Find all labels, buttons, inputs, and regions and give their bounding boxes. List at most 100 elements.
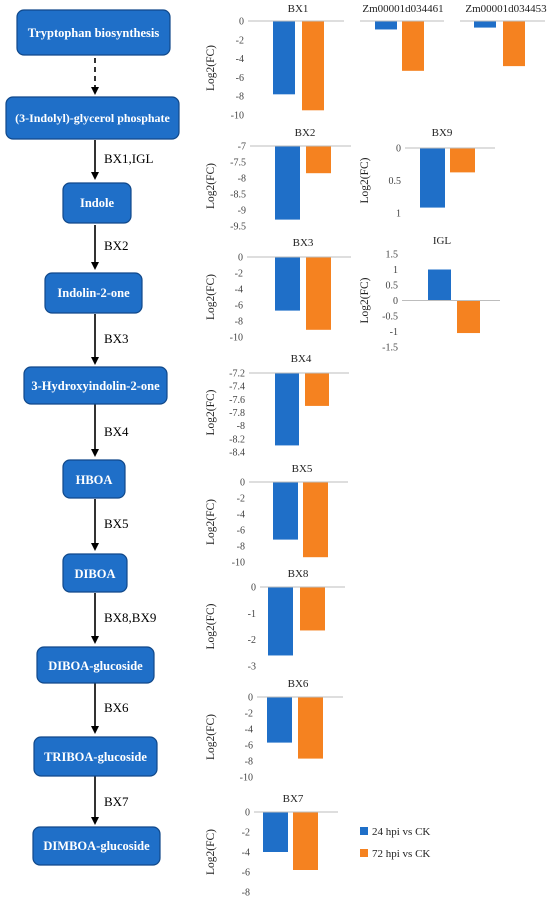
tick-label: -9 bbox=[238, 206, 246, 217]
legend-label: 24 hpi vs CK bbox=[372, 826, 430, 838]
bar-24hpi bbox=[268, 587, 293, 656]
tick-label: -8 bbox=[238, 174, 246, 185]
y-axis-label: Log2(FC) bbox=[205, 603, 217, 649]
y-axis-label: Log2(FC) bbox=[205, 163, 217, 209]
bar-72hpi bbox=[300, 587, 325, 631]
bar-24hpi bbox=[267, 697, 292, 743]
tick-label: -2 bbox=[242, 828, 250, 839]
chart-igl: 1.5 1 0.5 0 -0.5 -1 -1.5 IGL Log2(FC) bbox=[359, 235, 500, 354]
node-label: Indole bbox=[80, 196, 114, 210]
step-label: BX7 bbox=[104, 794, 129, 809]
legend-swatch bbox=[360, 849, 368, 857]
chart-bx6: 0 -2 -4 -6 -8 -10 BX6 Log2(FC) bbox=[205, 678, 343, 784]
bar-72hpi bbox=[402, 21, 424, 71]
tick-label: -1 bbox=[248, 609, 256, 620]
tick-label: 0 bbox=[248, 693, 253, 704]
tick-label: -1 bbox=[390, 327, 398, 338]
step-label: BX6 bbox=[104, 700, 129, 715]
tick-label: -2 bbox=[248, 635, 256, 646]
y-axis-label: Log2(FC) bbox=[205, 714, 217, 760]
tick-label: 0 bbox=[238, 253, 243, 264]
y-axis-label: Log2(FC) bbox=[205, 829, 217, 875]
node-label: Indolin-2-one bbox=[57, 286, 130, 300]
tick-label: -7 bbox=[238, 142, 246, 153]
chart-bx3: 0 -2 -4 -6 -8 -10 BX3 Log2(FC) bbox=[205, 237, 351, 344]
y-axis-label: Log2(FC) bbox=[205, 45, 217, 91]
bar-24hpi bbox=[273, 21, 295, 95]
bar-72hpi bbox=[457, 300, 480, 334]
node-label: DIBOA bbox=[75, 567, 116, 581]
tick-label: 1 bbox=[393, 265, 398, 276]
node-indolyl-glycerol-phosphate: (3-Indolyl)-glycerol phosphate bbox=[5, 96, 180, 140]
tick-label: -1.5 bbox=[382, 343, 398, 354]
chart-title: BX2 bbox=[295, 127, 316, 139]
chart-bx9: 0 0.5 1 BX9 Log2(FC) bbox=[359, 127, 495, 220]
chart-zm00001d034453: Zm00001d034453 bbox=[460, 3, 547, 67]
y-axis-label: Log2(FC) bbox=[205, 499, 217, 545]
tick-label: -9.5 bbox=[230, 222, 246, 233]
chart-title: BX6 bbox=[288, 678, 309, 690]
node-diboa-glucoside: DIBOA-glucoside bbox=[36, 646, 155, 684]
tick-label: -10 bbox=[232, 558, 245, 569]
tick-label: -8.5 bbox=[230, 190, 246, 201]
tick-label: -8 bbox=[236, 92, 244, 103]
node-3-hydroxyindolin-2-one: 3-Hydroxyindolin-2-one bbox=[23, 366, 168, 405]
node-label: TRIBOA-glucoside bbox=[44, 750, 147, 764]
chart-title: BX4 bbox=[291, 353, 312, 365]
step-label: BX3 bbox=[104, 331, 129, 346]
node-tryptophan-biosynthesis: Tryptophan biosynthesis bbox=[16, 9, 171, 56]
node-indolin-2-one: Indolin-2-one bbox=[44, 272, 143, 314]
bar-72hpi bbox=[450, 148, 475, 173]
bar-72hpi bbox=[303, 482, 328, 558]
tick-label: -7.8 bbox=[229, 408, 245, 419]
bar-24hpi bbox=[263, 812, 288, 852]
tick-label: -10 bbox=[240, 773, 253, 784]
tick-label: -6 bbox=[237, 526, 245, 537]
tick-label: -7.6 bbox=[229, 395, 245, 406]
chart-bx7: 0 -2 -4 -6 -8 BX7 Log2(FC) bbox=[205, 793, 338, 899]
tick-label: 0 bbox=[251, 583, 256, 594]
bar-24hpi bbox=[275, 373, 299, 446]
tick-label: 0 bbox=[393, 296, 398, 307]
chart-bx1: 0 -2 -4 -6 -8 -10 BX1 Log2(FC) bbox=[205, 3, 344, 122]
tick-label: 0 bbox=[240, 478, 245, 489]
tick-label: -6 bbox=[235, 301, 243, 312]
tick-label: -8 bbox=[237, 421, 245, 432]
chart-bx2: -7 -7.5 -8 -8.5 -9 -9.5 BX2 Log2(FC) bbox=[205, 127, 351, 233]
y-axis-label: Log2(FC) bbox=[205, 274, 217, 320]
node-label: DIBOA-glucoside bbox=[48, 659, 143, 673]
tick-label: 1.5 bbox=[386, 250, 399, 261]
node-label: HBOA bbox=[76, 473, 113, 487]
legend-swatch bbox=[360, 827, 368, 835]
chart-title: BX5 bbox=[292, 463, 313, 475]
bar-72hpi bbox=[293, 812, 318, 870]
tick-label: -7.2 bbox=[229, 369, 245, 380]
node-label: Tryptophan biosynthesis bbox=[28, 26, 160, 40]
node-diboa: DIBOA bbox=[62, 553, 128, 593]
step-label: BX4 bbox=[104, 424, 129, 439]
tick-label: -8.4 bbox=[229, 448, 245, 459]
tick-label: -2 bbox=[237, 494, 245, 505]
chart-bx5: 0 -2 -4 -6 -8 -10 BX5 Log2(FC) bbox=[205, 463, 348, 569]
bar-24hpi bbox=[375, 21, 397, 30]
chart-zm00001d034461: Zm00001d034461 bbox=[360, 3, 444, 71]
tick-label: -8 bbox=[245, 757, 253, 768]
node-hboa: HBOA bbox=[62, 459, 126, 499]
legend-label: 72 hpi vs CK bbox=[372, 848, 430, 860]
chart-title: BX9 bbox=[432, 127, 453, 139]
step-label: BX8,BX9 bbox=[104, 610, 156, 625]
bar-72hpi bbox=[302, 21, 324, 111]
step-label: BX5 bbox=[104, 516, 129, 531]
chart-title: Zm00001d034453 bbox=[465, 3, 547, 15]
tick-label: -3 bbox=[248, 662, 256, 673]
tick-label: -4 bbox=[235, 285, 243, 296]
chart-title: Zm00001d034461 bbox=[362, 3, 443, 15]
bar-72hpi bbox=[305, 373, 329, 406]
step-label: BX2 bbox=[104, 238, 129, 253]
node-label: DIMBOA-glucoside bbox=[43, 839, 150, 853]
bar-24hpi bbox=[428, 269, 451, 301]
bar-24hpi bbox=[275, 146, 300, 220]
tick-label: -8 bbox=[237, 542, 245, 553]
